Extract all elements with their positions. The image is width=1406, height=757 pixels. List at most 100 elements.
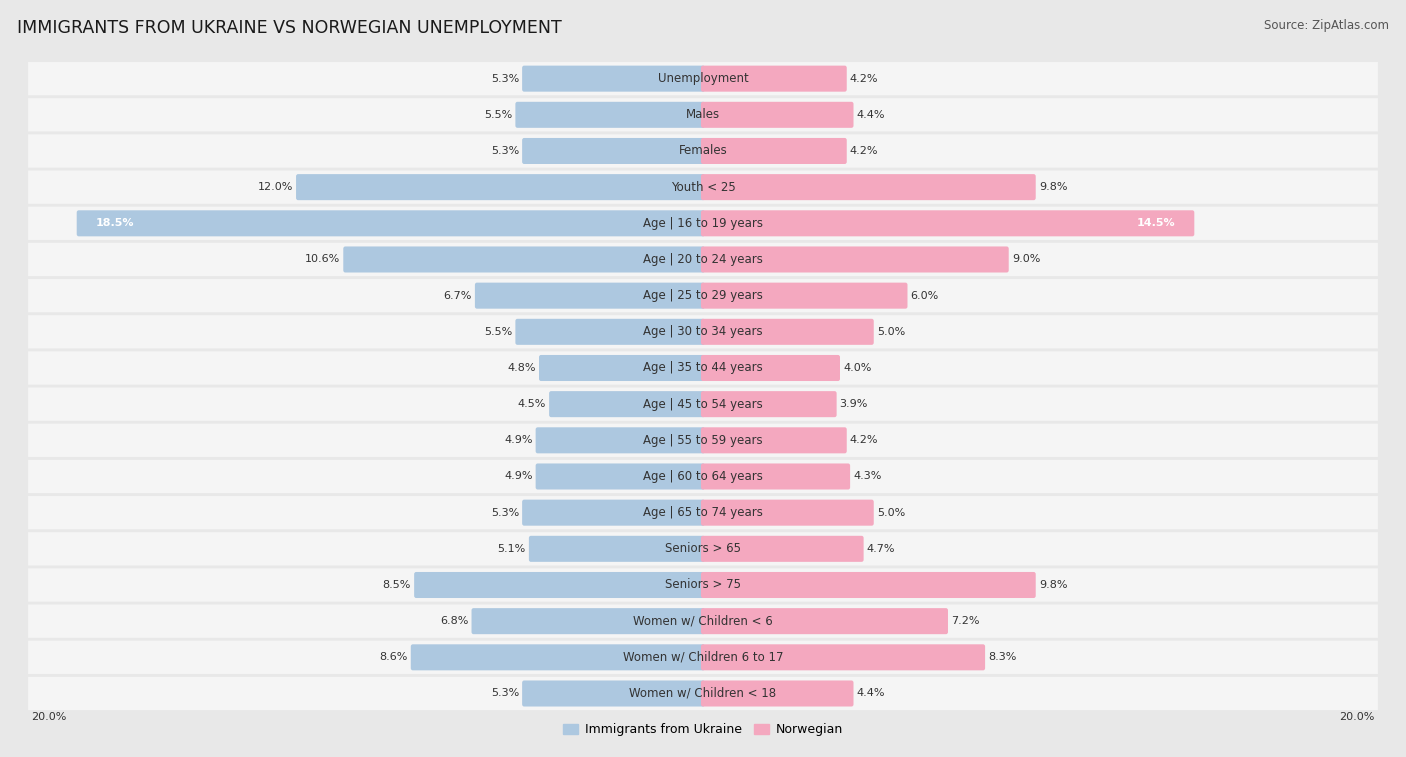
FancyBboxPatch shape bbox=[516, 101, 704, 128]
Text: Youth < 25: Youth < 25 bbox=[671, 181, 735, 194]
FancyBboxPatch shape bbox=[297, 174, 704, 200]
Text: 18.5%: 18.5% bbox=[96, 218, 134, 229]
FancyBboxPatch shape bbox=[28, 351, 1378, 385]
Text: 3.9%: 3.9% bbox=[839, 399, 868, 409]
Text: 4.7%: 4.7% bbox=[866, 544, 896, 554]
Text: Age | 65 to 74 years: Age | 65 to 74 years bbox=[643, 506, 763, 519]
FancyBboxPatch shape bbox=[28, 170, 1378, 204]
Text: 8.3%: 8.3% bbox=[988, 653, 1017, 662]
FancyBboxPatch shape bbox=[28, 315, 1378, 348]
FancyBboxPatch shape bbox=[550, 391, 704, 417]
Text: Age | 20 to 24 years: Age | 20 to 24 years bbox=[643, 253, 763, 266]
Text: 5.3%: 5.3% bbox=[491, 689, 519, 699]
FancyBboxPatch shape bbox=[28, 98, 1378, 132]
Text: Females: Females bbox=[679, 145, 727, 157]
Text: Age | 60 to 64 years: Age | 60 to 64 years bbox=[643, 470, 763, 483]
Text: Age | 55 to 59 years: Age | 55 to 59 years bbox=[643, 434, 763, 447]
Text: 6.7%: 6.7% bbox=[443, 291, 472, 301]
Text: 5.3%: 5.3% bbox=[491, 508, 519, 518]
Text: Age | 45 to 54 years: Age | 45 to 54 years bbox=[643, 397, 763, 410]
FancyBboxPatch shape bbox=[28, 279, 1378, 313]
Text: 4.2%: 4.2% bbox=[849, 146, 879, 156]
FancyBboxPatch shape bbox=[28, 62, 1378, 95]
FancyBboxPatch shape bbox=[538, 355, 704, 381]
Text: Age | 16 to 19 years: Age | 16 to 19 years bbox=[643, 217, 763, 230]
Text: Age | 30 to 34 years: Age | 30 to 34 years bbox=[643, 326, 763, 338]
Text: 5.1%: 5.1% bbox=[498, 544, 526, 554]
FancyBboxPatch shape bbox=[702, 138, 846, 164]
Text: 4.0%: 4.0% bbox=[844, 363, 872, 373]
Text: Males: Males bbox=[686, 108, 720, 121]
Text: 4.8%: 4.8% bbox=[508, 363, 536, 373]
FancyBboxPatch shape bbox=[702, 282, 907, 309]
FancyBboxPatch shape bbox=[516, 319, 704, 345]
FancyBboxPatch shape bbox=[702, 319, 873, 345]
FancyBboxPatch shape bbox=[536, 427, 704, 453]
FancyBboxPatch shape bbox=[522, 500, 704, 525]
Text: 5.3%: 5.3% bbox=[491, 73, 519, 83]
FancyBboxPatch shape bbox=[28, 459, 1378, 493]
Text: 20.0%: 20.0% bbox=[31, 712, 67, 722]
Text: 9.8%: 9.8% bbox=[1039, 580, 1067, 590]
Text: 4.4%: 4.4% bbox=[856, 110, 884, 120]
Text: 20.0%: 20.0% bbox=[1339, 712, 1375, 722]
FancyBboxPatch shape bbox=[702, 500, 873, 525]
FancyBboxPatch shape bbox=[475, 282, 704, 309]
FancyBboxPatch shape bbox=[28, 424, 1378, 457]
Text: 5.0%: 5.0% bbox=[877, 327, 905, 337]
FancyBboxPatch shape bbox=[529, 536, 704, 562]
FancyBboxPatch shape bbox=[28, 388, 1378, 421]
Text: 7.2%: 7.2% bbox=[950, 616, 980, 626]
Text: IMMIGRANTS FROM UKRAINE VS NORWEGIAN UNEMPLOYMENT: IMMIGRANTS FROM UKRAINE VS NORWEGIAN UNE… bbox=[17, 19, 561, 37]
FancyBboxPatch shape bbox=[28, 532, 1378, 565]
FancyBboxPatch shape bbox=[28, 640, 1378, 674]
FancyBboxPatch shape bbox=[702, 427, 846, 453]
Text: 5.5%: 5.5% bbox=[484, 327, 512, 337]
FancyBboxPatch shape bbox=[702, 66, 846, 92]
Text: Women w/ Children 6 to 17: Women w/ Children 6 to 17 bbox=[623, 651, 783, 664]
FancyBboxPatch shape bbox=[28, 496, 1378, 529]
Text: 5.5%: 5.5% bbox=[484, 110, 512, 120]
Text: 9.0%: 9.0% bbox=[1012, 254, 1040, 264]
Text: Unemployment: Unemployment bbox=[658, 72, 748, 85]
FancyBboxPatch shape bbox=[415, 572, 704, 598]
FancyBboxPatch shape bbox=[702, 536, 863, 562]
FancyBboxPatch shape bbox=[702, 247, 1008, 273]
FancyBboxPatch shape bbox=[702, 681, 853, 706]
FancyBboxPatch shape bbox=[702, 644, 986, 671]
FancyBboxPatch shape bbox=[28, 569, 1378, 602]
FancyBboxPatch shape bbox=[702, 608, 948, 634]
FancyBboxPatch shape bbox=[702, 391, 837, 417]
Text: 14.5%: 14.5% bbox=[1137, 218, 1175, 229]
FancyBboxPatch shape bbox=[28, 207, 1378, 240]
Text: 4.5%: 4.5% bbox=[517, 399, 546, 409]
Text: 4.2%: 4.2% bbox=[849, 73, 879, 83]
Text: 10.6%: 10.6% bbox=[305, 254, 340, 264]
FancyBboxPatch shape bbox=[411, 644, 704, 671]
Text: Women w/ Children < 18: Women w/ Children < 18 bbox=[630, 687, 776, 700]
Text: 5.3%: 5.3% bbox=[491, 146, 519, 156]
Text: 4.9%: 4.9% bbox=[505, 472, 533, 481]
FancyBboxPatch shape bbox=[28, 605, 1378, 638]
FancyBboxPatch shape bbox=[77, 210, 704, 236]
Text: 5.0%: 5.0% bbox=[877, 508, 905, 518]
Text: Seniors > 75: Seniors > 75 bbox=[665, 578, 741, 591]
Text: 8.6%: 8.6% bbox=[380, 653, 408, 662]
FancyBboxPatch shape bbox=[522, 66, 704, 92]
Text: Women w/ Children < 6: Women w/ Children < 6 bbox=[633, 615, 773, 628]
Text: 6.8%: 6.8% bbox=[440, 616, 468, 626]
FancyBboxPatch shape bbox=[702, 355, 839, 381]
FancyBboxPatch shape bbox=[28, 677, 1378, 710]
Text: 12.0%: 12.0% bbox=[257, 182, 292, 192]
FancyBboxPatch shape bbox=[702, 101, 853, 128]
Text: 4.2%: 4.2% bbox=[849, 435, 879, 445]
Text: 4.9%: 4.9% bbox=[505, 435, 533, 445]
Text: Age | 25 to 29 years: Age | 25 to 29 years bbox=[643, 289, 763, 302]
FancyBboxPatch shape bbox=[702, 210, 1194, 236]
FancyBboxPatch shape bbox=[702, 572, 1036, 598]
FancyBboxPatch shape bbox=[471, 608, 704, 634]
Legend: Immigrants from Ukraine, Norwegian: Immigrants from Ukraine, Norwegian bbox=[558, 718, 848, 741]
Text: 8.5%: 8.5% bbox=[382, 580, 411, 590]
FancyBboxPatch shape bbox=[522, 138, 704, 164]
FancyBboxPatch shape bbox=[28, 134, 1378, 167]
